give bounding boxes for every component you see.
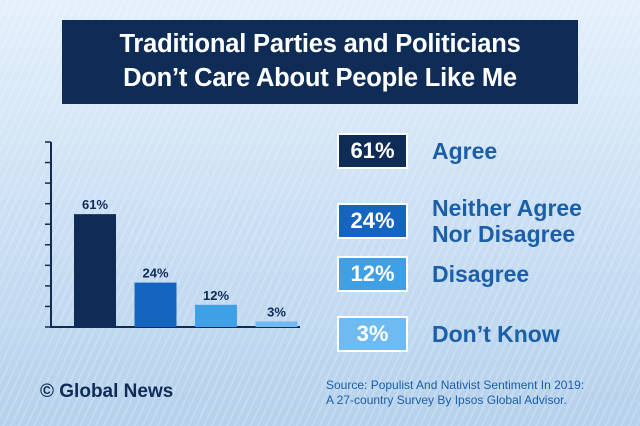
source-note: Source: Populist And Nativist Sentiment … [326, 378, 626, 408]
legend-item: 12% Disagree [337, 256, 529, 292]
legend-label-line: Neither Agree [432, 195, 582, 221]
legend-label: Agree [432, 138, 497, 164]
source-line-2: A 27-country Survey By Ipsos Global Advi… [326, 393, 567, 407]
bar-value-label-2: 24% [142, 266, 168, 281]
legend-label: Disagree [432, 261, 529, 287]
legend-label-line: Nor Disagree [432, 221, 576, 247]
bar-value-label-4: 3% [267, 304, 286, 319]
bar-3 [195, 304, 237, 327]
legend-item: 24% Neither Agree Nor Disagree [337, 195, 582, 247]
bars [74, 214, 298, 327]
y-axis-ticks [45, 141, 51, 328]
title-line-1: Traditional Parties and Politicians [119, 30, 521, 58]
bar-value-labels: 61% 24% 12% 3% [82, 197, 286, 319]
bar-1 [74, 214, 116, 327]
brand-logo: © Global News [40, 381, 174, 402]
legend-value-box: 12% [337, 256, 408, 292]
bar-4 [255, 321, 298, 327]
bar-2 [134, 282, 177, 327]
legend-label-line: Disagree [432, 261, 530, 287]
legend-value-box: 61% [337, 133, 408, 169]
title-line-2: Don’t Care About People Like Me [123, 64, 517, 92]
legend-item: 3% Don’t Know [337, 316, 560, 352]
legend-label: Neither Agree Nor Disagree [432, 195, 582, 247]
legend-label: Don’t Know [432, 321, 560, 347]
bar-value-label-1: 61% [82, 197, 108, 212]
legend-value-box: 24% [337, 203, 408, 239]
title-banner: Traditional Parties and Politicians Don’… [62, 20, 578, 104]
legend-value-box: 3% [337, 316, 408, 352]
source-line-1: Source: Populist And Nativist Sentiment … [326, 378, 585, 392]
bar-value-label-3: 12% [203, 288, 229, 303]
legend-label-line: Agree [432, 138, 498, 164]
legend-label-line: Don’t Know [432, 321, 560, 347]
legend-item: 61% Agree [337, 133, 497, 169]
